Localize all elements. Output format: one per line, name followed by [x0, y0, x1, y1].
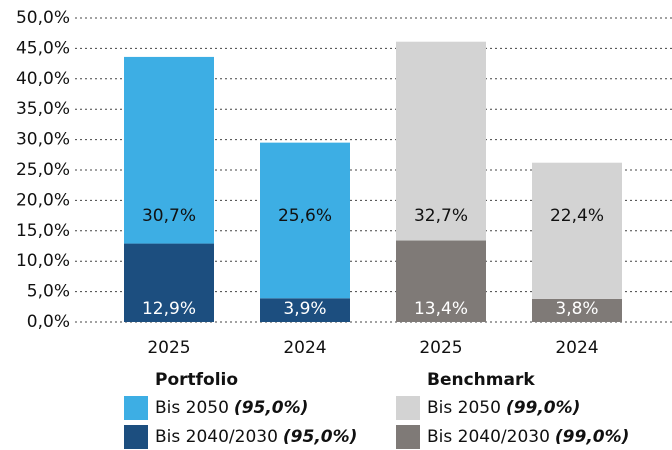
data-label: 13,4%: [414, 299, 468, 319]
bar-segment: [260, 298, 350, 322]
data-label: 30,7%: [142, 206, 196, 226]
legend-name: Bis 2050: [155, 398, 229, 418]
data-label: 3,9%: [283, 299, 326, 319]
legend-swatch: [396, 425, 420, 449]
legend-share: (95,0%): [234, 398, 309, 418]
y-tick-label: 5,0%: [27, 282, 70, 302]
x-tick-label: 2024: [283, 338, 326, 358]
bar-segment: [396, 240, 486, 322]
legend-share: (99,0%): [555, 427, 630, 447]
legend-group-title: Benchmark: [427, 370, 535, 390]
data-label: 12,9%: [142, 299, 196, 319]
legend-swatch: [124, 425, 148, 449]
legend-swatch: [124, 396, 148, 420]
legend-entry: Bis 2050 (95,0%): [155, 398, 308, 418]
legend-share: (95,0%): [283, 427, 358, 447]
bar-segment: [532, 162, 622, 299]
legend-name: Bis 2040/2030: [155, 427, 278, 447]
y-tick-label: 10,0%: [16, 251, 70, 271]
legend-group-title: Portfolio: [155, 370, 238, 390]
y-tick-label: 35,0%: [16, 99, 70, 119]
legend-entry: Bis 2050 (99,0%): [427, 398, 580, 418]
data-label: 22,4%: [550, 206, 604, 226]
y-tick-label: 25,0%: [16, 160, 70, 180]
bar-segment: [396, 41, 486, 241]
legend-share: (99,0%): [506, 398, 581, 418]
x-tick-label: 2025: [419, 338, 462, 358]
legend-entry: Bis 2040/2030 (95,0%): [155, 427, 357, 447]
legend-swatch: [396, 396, 420, 420]
bar-segment: [124, 56, 214, 244]
y-tick-label: 40,0%: [16, 69, 70, 89]
legend-name: Bis 2050: [427, 398, 501, 418]
y-tick-label: 15,0%: [16, 221, 70, 241]
bar-segment: [260, 142, 350, 299]
y-tick-label: 0,0%: [27, 312, 70, 332]
legend-entry: Bis 2040/2030 (99,0%): [427, 427, 629, 447]
bar-segment: [124, 243, 214, 322]
data-label: 32,7%: [414, 206, 468, 226]
y-tick-label: 50,0%: [16, 8, 70, 28]
x-tick-label: 2025: [147, 338, 190, 358]
data-label: 3,8%: [555, 299, 598, 319]
legend-name: Bis 2040/2030: [427, 427, 550, 447]
y-tick-label: 20,0%: [16, 190, 70, 210]
bar-segment: [532, 298, 622, 322]
y-tick-label: 30,0%: [16, 130, 70, 150]
data-label: 25,6%: [278, 206, 332, 226]
y-tick-label: 45,0%: [16, 38, 70, 58]
x-tick-label: 2024: [555, 338, 598, 358]
